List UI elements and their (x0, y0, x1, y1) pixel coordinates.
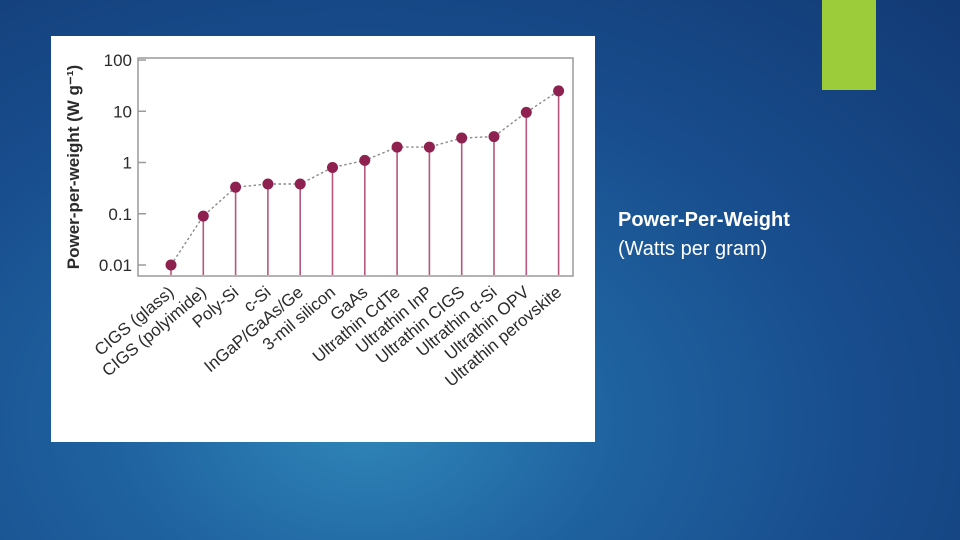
data-point (165, 259, 177, 271)
data-point (553, 85, 565, 97)
accent-bar (822, 0, 876, 90)
x-tick-labels: CIGS (glass)CIGS (polyimide)Poly-Sic-SiI… (91, 282, 565, 391)
y-axis-label: Power-per-weight (W g⁻¹) (64, 65, 83, 269)
data-point (391, 141, 403, 153)
data-point (262, 178, 274, 190)
plot-frame (137, 57, 574, 277)
chart-card: Power-per-weight (W g⁻¹) 100 10 1 0.1 0.01 C… (51, 36, 595, 442)
data-point (456, 132, 468, 144)
data-point (230, 181, 242, 193)
power-per-weight-chart: Power-per-weight (W g⁻¹) 100 10 1 0.1 0.01 C… (64, 51, 574, 391)
data-point (197, 210, 209, 222)
y-tick-label: 0.1 (108, 205, 132, 224)
slide-title: Power-Per-Weight (618, 209, 790, 231)
slide-caption: Power-Per-Weight (Watts per gram) (618, 206, 790, 264)
y-ticks: 100 10 1 0.1 0.01 (99, 51, 146, 275)
y-tick-label: 1 (123, 154, 132, 173)
data-point (359, 154, 371, 166)
data-point (423, 141, 435, 153)
points (165, 85, 565, 271)
data-point (520, 106, 532, 118)
y-tick-label: 0.01 (99, 256, 132, 275)
stems (170, 90, 560, 275)
y-axis-label-group: Power-per-weight (W g⁻¹) (64, 65, 83, 269)
y-tick-label: 100 (104, 51, 132, 70)
y-tick-label: 10 (113, 102, 132, 121)
data-point (294, 178, 306, 190)
data-point (488, 131, 500, 143)
data-point (327, 161, 338, 173)
slide-subtitle: (Watts per gram) (618, 238, 768, 260)
